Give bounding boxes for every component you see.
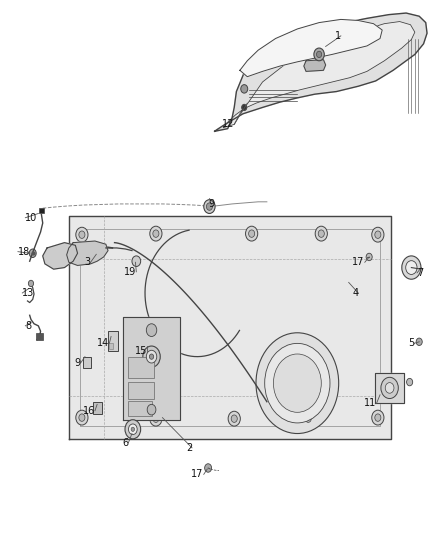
Text: 6: 6 xyxy=(122,438,128,448)
Text: 4: 4 xyxy=(352,288,358,298)
Circle shape xyxy=(149,354,154,359)
Circle shape xyxy=(228,411,240,426)
Circle shape xyxy=(381,377,398,399)
Circle shape xyxy=(146,350,157,363)
Circle shape xyxy=(76,410,88,425)
Circle shape xyxy=(28,280,34,287)
Bar xyxy=(127,401,152,416)
Text: 19: 19 xyxy=(124,267,136,277)
Bar xyxy=(127,357,154,378)
Text: 18: 18 xyxy=(18,247,30,257)
Circle shape xyxy=(315,226,327,241)
Circle shape xyxy=(242,105,247,110)
Circle shape xyxy=(132,256,141,266)
Circle shape xyxy=(146,324,157,336)
Circle shape xyxy=(256,333,339,433)
Bar xyxy=(93,402,102,414)
Circle shape xyxy=(314,48,324,61)
Circle shape xyxy=(206,203,212,211)
Text: 17: 17 xyxy=(353,257,365,267)
Circle shape xyxy=(375,231,381,238)
Circle shape xyxy=(318,230,324,237)
Text: 2: 2 xyxy=(186,443,192,453)
Circle shape xyxy=(372,410,384,425)
Text: 5: 5 xyxy=(408,338,414,349)
Polygon shape xyxy=(43,243,78,269)
Text: 14: 14 xyxy=(97,338,110,349)
Circle shape xyxy=(246,226,258,241)
Polygon shape xyxy=(67,241,108,265)
Circle shape xyxy=(76,227,88,242)
Polygon shape xyxy=(223,21,415,127)
Circle shape xyxy=(265,343,330,423)
Circle shape xyxy=(204,200,215,214)
Polygon shape xyxy=(69,216,391,439)
Circle shape xyxy=(375,414,381,421)
Circle shape xyxy=(143,346,160,367)
Bar xyxy=(36,333,43,340)
Circle shape xyxy=(273,354,321,413)
Circle shape xyxy=(305,415,311,422)
Circle shape xyxy=(147,405,156,415)
Circle shape xyxy=(128,424,137,434)
Circle shape xyxy=(406,378,413,386)
Bar xyxy=(39,208,44,214)
Circle shape xyxy=(385,383,394,393)
Bar xyxy=(108,331,118,351)
Text: 15: 15 xyxy=(135,346,147,357)
Circle shape xyxy=(153,230,159,237)
Circle shape xyxy=(241,85,248,93)
Text: 1: 1 xyxy=(335,31,341,41)
Circle shape xyxy=(231,415,237,422)
Polygon shape xyxy=(123,317,180,420)
Circle shape xyxy=(131,427,134,431)
Bar xyxy=(109,343,113,349)
Text: 10: 10 xyxy=(25,213,38,223)
Bar xyxy=(127,382,154,399)
Text: 3: 3 xyxy=(85,257,91,267)
Polygon shape xyxy=(215,13,427,131)
Circle shape xyxy=(249,230,254,237)
Polygon shape xyxy=(304,60,325,71)
Text: 7: 7 xyxy=(417,268,423,278)
Circle shape xyxy=(317,51,322,58)
Polygon shape xyxy=(375,373,404,403)
Circle shape xyxy=(150,411,162,426)
Text: 9: 9 xyxy=(208,199,215,209)
Text: 12: 12 xyxy=(222,119,234,130)
Circle shape xyxy=(153,415,159,422)
Circle shape xyxy=(402,256,421,279)
Text: 11: 11 xyxy=(364,398,377,408)
Circle shape xyxy=(79,231,85,238)
Circle shape xyxy=(79,414,85,421)
Text: 8: 8 xyxy=(25,321,32,331)
Circle shape xyxy=(366,253,372,261)
Bar xyxy=(80,229,380,425)
Text: 16: 16 xyxy=(83,406,95,416)
Circle shape xyxy=(416,338,422,345)
Text: 17: 17 xyxy=(191,470,204,479)
Circle shape xyxy=(125,419,141,439)
Circle shape xyxy=(406,261,417,274)
Circle shape xyxy=(150,226,162,241)
Circle shape xyxy=(302,411,314,426)
Circle shape xyxy=(242,104,247,111)
Circle shape xyxy=(372,227,384,242)
Polygon shape xyxy=(240,19,382,77)
Text: 9: 9 xyxy=(74,358,81,368)
Text: 13: 13 xyxy=(22,288,35,298)
Circle shape xyxy=(205,464,212,472)
Bar xyxy=(83,357,91,368)
Circle shape xyxy=(29,249,36,257)
